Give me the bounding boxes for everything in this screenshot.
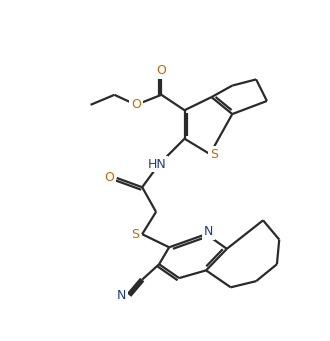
Text: O: O — [131, 98, 141, 111]
Text: HN: HN — [148, 158, 166, 170]
Text: O: O — [156, 64, 166, 77]
Text: N: N — [204, 225, 213, 238]
Text: N: N — [116, 288, 126, 301]
Text: O: O — [104, 172, 114, 184]
Text: S: S — [131, 228, 139, 241]
Text: S: S — [210, 148, 218, 161]
